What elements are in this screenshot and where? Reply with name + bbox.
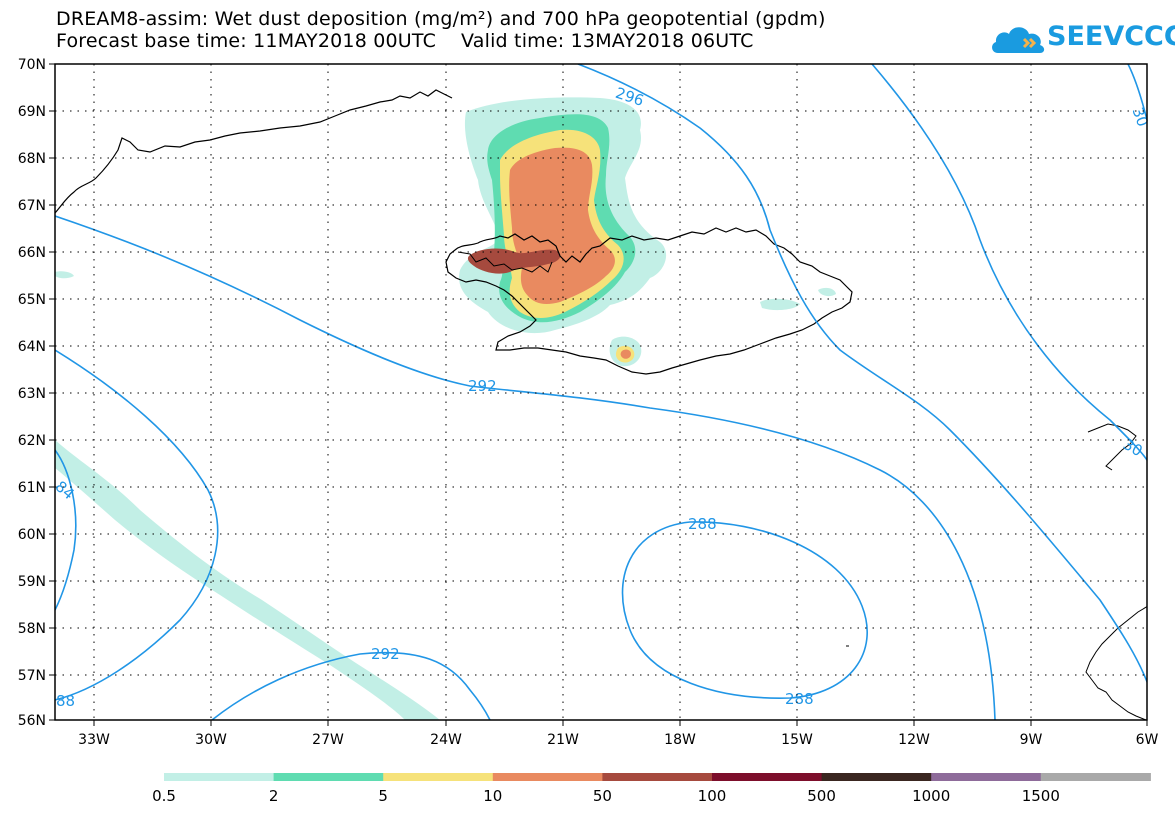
contour-label-292-south: 292 bbox=[371, 645, 400, 663]
contour-292-south bbox=[211, 651, 491, 720]
map-field bbox=[55, 64, 1147, 720]
colorbar-segment bbox=[602, 773, 713, 781]
logo-text: SEEVCCC bbox=[1047, 21, 1175, 52]
contour-292-north bbox=[55, 215, 996, 720]
latitude-axis: 70N 69N 68N 67N 66N 65N 64N 63N 62N 61N … bbox=[18, 57, 55, 729]
map-subtitle: Forecast base time: 11MAY2018 00UTC Vali… bbox=[56, 30, 754, 52]
faroe-islands bbox=[1087, 423, 1137, 471]
dust-spot-west bbox=[55, 271, 74, 279]
lon-label: 24W bbox=[430, 732, 462, 748]
contour-label-300-east: 30 bbox=[1128, 105, 1151, 129]
lon-label: 27W bbox=[312, 732, 344, 748]
lat-label: 63N bbox=[18, 386, 46, 402]
contour-label-288-oval-bottom: 288 bbox=[785, 690, 814, 708]
scotland-coast bbox=[1085, 606, 1147, 720]
lat-label: 64N bbox=[18, 339, 46, 355]
colorbar-segment bbox=[164, 773, 275, 781]
dust-spot-orange bbox=[620, 349, 631, 359]
contour-288-oval bbox=[621, 521, 868, 699]
longitude-axis: 33W 30W 27W 24W 21W 18W 15W 12W 9W 6W bbox=[78, 720, 1159, 748]
map-frame bbox=[54, 63, 1148, 721]
colorbar-label: 50 bbox=[593, 787, 612, 805]
geopotential-contours bbox=[55, 64, 1147, 720]
colorbar-label: 10 bbox=[483, 787, 502, 805]
lon-label: 6W bbox=[1136, 732, 1159, 748]
lat-label: 66N bbox=[18, 245, 46, 261]
colorbar-segment bbox=[273, 773, 384, 781]
dust-spot-east bbox=[760, 298, 800, 311]
colorbar-label: 500 bbox=[807, 787, 836, 805]
contour-label-300: 30 bbox=[1120, 435, 1146, 460]
lat-label: 67N bbox=[18, 198, 46, 214]
colorbar-segment bbox=[821, 773, 932, 781]
dust-band-southwest bbox=[55, 440, 440, 720]
colorbar-segment bbox=[492, 773, 603, 781]
colorbar-segment bbox=[712, 773, 823, 781]
colorbar-label: 2 bbox=[269, 787, 279, 805]
contour-label-292-north: 292 bbox=[468, 377, 497, 395]
lat-label: 58N bbox=[18, 621, 46, 637]
contour-284-west bbox=[55, 449, 77, 611]
lon-label: 30W bbox=[195, 732, 227, 748]
contour-300-east bbox=[1127, 64, 1147, 121]
colorbar-label: 1000 bbox=[912, 787, 950, 805]
seevccc-logo: SEEVCCC bbox=[990, 17, 1175, 59]
lon-label: 12W bbox=[898, 732, 930, 748]
map-title: DREAM8-assim: Wet dust deposition (mg/m²… bbox=[56, 8, 826, 30]
contour-296 bbox=[577, 64, 1147, 685]
lon-label: 21W bbox=[547, 732, 579, 748]
lat-label: 65N bbox=[18, 292, 46, 308]
dust-spot-far-east bbox=[818, 287, 836, 297]
lon-label: 9W bbox=[1020, 732, 1043, 748]
contour-300 bbox=[871, 64, 1147, 461]
colorbar-label: 100 bbox=[698, 787, 727, 805]
greenland-coast bbox=[55, 89, 453, 214]
lat-label: 59N bbox=[18, 574, 46, 590]
lon-label: 15W bbox=[781, 732, 813, 748]
lat-label: 61N bbox=[18, 480, 46, 496]
colorbar-label: 5 bbox=[378, 787, 388, 805]
cloud-logo-icon bbox=[992, 27, 1045, 53]
lat-label: 69N bbox=[18, 104, 46, 120]
lat-label: 68N bbox=[18, 151, 46, 167]
colorbar-segment bbox=[383, 773, 494, 781]
contour-label-288-oval-top: 288 bbox=[688, 515, 717, 533]
contour-288-west bbox=[55, 349, 219, 701]
dust-plume-brown bbox=[467, 248, 561, 274]
contour-label-288-west: 88 bbox=[56, 692, 75, 710]
lat-label: 70N bbox=[18, 57, 46, 73]
lat-label: 60N bbox=[18, 527, 46, 543]
lat-label: 62N bbox=[18, 433, 46, 449]
colorbar: 0.5 2 5 10 50 100 500 1000 1500 bbox=[152, 773, 1151, 805]
lat-label: 57N bbox=[18, 668, 46, 684]
iceland-westfjords bbox=[457, 251, 553, 273]
colorbar-label: 0.5 bbox=[152, 787, 176, 805]
iceland-coast bbox=[445, 227, 853, 375]
colorbar-segment bbox=[931, 773, 1042, 781]
lon-label: 18W bbox=[664, 732, 696, 748]
lon-label: 33W bbox=[78, 732, 110, 748]
lat-label: 56N bbox=[18, 713, 46, 729]
colorbar-label: 1500 bbox=[1022, 787, 1060, 805]
colorbar-segment bbox=[1040, 773, 1151, 781]
